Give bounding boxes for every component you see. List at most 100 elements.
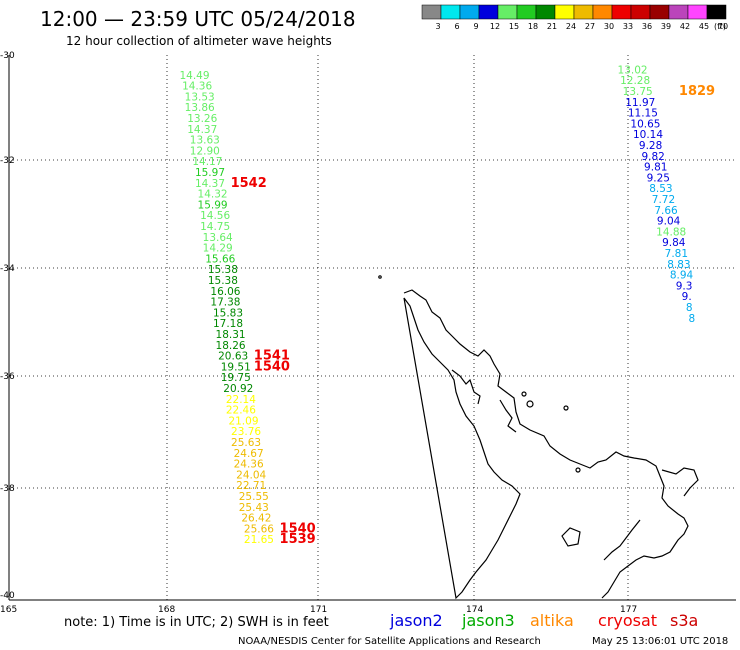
satellite-cryosat: cryosat bbox=[598, 611, 657, 630]
swh-value: 8.94 bbox=[670, 270, 694, 282]
lat-axis-labels: -30 -32 -34 -36 -38 -40 bbox=[0, 51, 15, 601]
lat-label: -32 bbox=[0, 156, 15, 166]
satellite-jason2: jason2 bbox=[389, 611, 443, 630]
island-great-barrier bbox=[526, 400, 534, 408]
swh-value: 7.66 bbox=[654, 205, 678, 217]
swh-value: 9.04 bbox=[657, 216, 681, 228]
swh-value: 8 bbox=[688, 313, 695, 325]
coast-hawke-bay bbox=[603, 519, 641, 561]
legend-swatch bbox=[459, 4, 480, 20]
legend-swatch bbox=[573, 4, 594, 20]
legend-swatch bbox=[668, 4, 689, 20]
swh-value: 22.71 bbox=[236, 480, 266, 492]
legend-label: 30 bbox=[604, 22, 614, 31]
swh-value: 9.25 bbox=[647, 172, 670, 184]
swh-value: 26.42 bbox=[241, 513, 271, 525]
swh-value: 15.99 bbox=[198, 199, 228, 211]
swh-value: 22.14 bbox=[226, 394, 256, 406]
swh-value: 12.28 bbox=[620, 75, 650, 87]
legend-label: 12 bbox=[490, 22, 500, 31]
legend-swatch bbox=[630, 4, 651, 20]
satellite-altika: altika bbox=[530, 611, 574, 630]
island-white bbox=[563, 405, 569, 411]
time-label: 1542 bbox=[231, 176, 267, 191]
legend-swatch bbox=[649, 4, 670, 20]
wave-height-legend: 3 6 9 12 15 18 21 24 27 30 33 36 39 42 45 70(ft) bbox=[421, 4, 728, 31]
legend-swatch bbox=[687, 4, 708, 20]
legend-swatch bbox=[611, 4, 632, 20]
swh-value: 10.14 bbox=[633, 129, 663, 141]
swh-value: 25.63 bbox=[231, 437, 261, 449]
swh-value: 13.63 bbox=[190, 135, 220, 147]
satellite-s3a: s3a bbox=[670, 611, 698, 630]
swh-value: 13.53 bbox=[185, 91, 215, 103]
lon-label: 171 bbox=[310, 605, 327, 615]
swh-value: 9. bbox=[682, 291, 692, 303]
swh-value: 14.36 bbox=[182, 81, 212, 93]
legend-label: 45 bbox=[699, 22, 709, 31]
legend-label: 15 bbox=[509, 22, 519, 31]
swh-value: 7.81 bbox=[665, 248, 688, 260]
swh-value: 25.43 bbox=[239, 502, 269, 514]
lat-label: -38 bbox=[0, 484, 15, 494]
page-subtitle: 12 hour collection of altimeter wave hei… bbox=[66, 34, 332, 48]
legend-unit: (ft) bbox=[714, 22, 726, 31]
legend-label: 27 bbox=[585, 22, 595, 31]
swh-value: 15.83 bbox=[213, 307, 243, 319]
map-frame bbox=[8, 55, 736, 601]
island-outlier bbox=[378, 275, 382, 279]
legend-label: 18 bbox=[528, 22, 538, 31]
satellite-jason3: jason3 bbox=[461, 611, 515, 630]
legend-swatch bbox=[421, 4, 442, 20]
swh-value: 13.75 bbox=[623, 86, 653, 98]
lon-label: 165 bbox=[0, 605, 17, 615]
swh-value: 24.04 bbox=[236, 469, 266, 481]
swh-value: 23.76 bbox=[231, 426, 261, 438]
swh-value: 8 bbox=[686, 302, 693, 314]
swh-value: 13.02 bbox=[618, 64, 648, 76]
lake-taupo bbox=[561, 527, 581, 547]
swh-value: 13.26 bbox=[187, 113, 217, 125]
legend-label: 24 bbox=[566, 22, 576, 31]
swh-value: 17.18 bbox=[213, 318, 243, 330]
lat-label: -30 bbox=[0, 51, 15, 61]
swh-value: 13.64 bbox=[203, 232, 233, 244]
graticule bbox=[9, 55, 736, 600]
time-label: 1540 bbox=[254, 359, 290, 374]
lon-label: 177 bbox=[620, 605, 637, 615]
inlet-harbour bbox=[451, 369, 481, 405]
time-label: 1829 bbox=[679, 84, 715, 99]
east-track: 13.0212.2813.7511.9711.1510.6510.149.289… bbox=[618, 64, 716, 324]
legend-swatch bbox=[706, 4, 727, 20]
altimeter-tracks: 14.4914.3613.5313.8613.2614.3713.6312.90… bbox=[179, 64, 715, 547]
legend-label: 21 bbox=[547, 22, 557, 31]
swh-value: 25.66 bbox=[244, 523, 274, 535]
legend-label: 3 bbox=[435, 22, 440, 31]
time-label: 1540 bbox=[280, 521, 316, 536]
time-label: 1541 bbox=[254, 349, 290, 364]
inlet-bay bbox=[499, 399, 517, 433]
page-title: 12:00 — 23:59 UTC 05/24/2018 bbox=[40, 7, 356, 31]
swh-value: 15.97 bbox=[195, 167, 225, 179]
swh-value: 15.38 bbox=[208, 275, 238, 287]
legend-label: 39 bbox=[661, 22, 671, 31]
swh-value: 14.88 bbox=[656, 226, 686, 238]
swh-value: 9.28 bbox=[639, 140, 662, 152]
swh-value: 25.55 bbox=[239, 491, 269, 503]
swh-value: 18.31 bbox=[216, 329, 246, 341]
legend-swatch bbox=[554, 4, 575, 20]
swh-value: 12.90 bbox=[190, 145, 220, 157]
swh-value: 19.75 bbox=[221, 372, 251, 384]
legend-swatch bbox=[535, 4, 556, 20]
swh-value: 20.92 bbox=[223, 383, 253, 395]
swh-value: 17.38 bbox=[210, 297, 240, 309]
legend-swatch bbox=[440, 4, 461, 20]
swh-value: 9.84 bbox=[662, 237, 686, 249]
swh-value: 14.37 bbox=[195, 178, 225, 190]
swh-value: 11.15 bbox=[628, 108, 658, 120]
legend-swatch bbox=[516, 4, 537, 20]
swh-value: 9.81 bbox=[644, 162, 667, 174]
legend-label: 33 bbox=[623, 22, 633, 31]
lat-label: -36 bbox=[0, 372, 15, 382]
